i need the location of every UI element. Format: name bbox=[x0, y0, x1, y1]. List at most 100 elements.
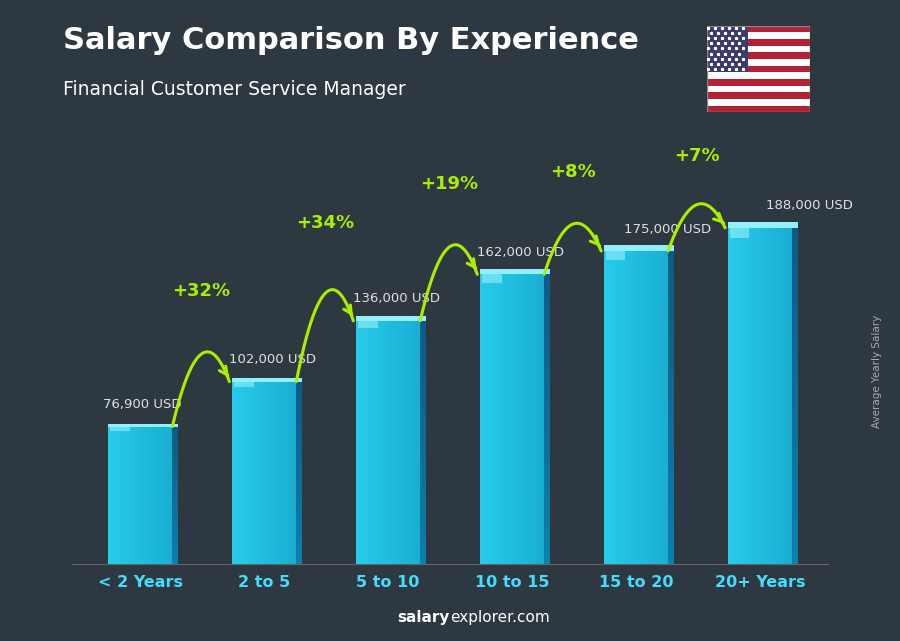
Bar bbox=[544, 463, 550, 467]
Bar bbox=[544, 467, 550, 472]
Bar bbox=[409, 320, 410, 564]
Bar bbox=[544, 294, 550, 299]
Bar bbox=[544, 279, 550, 284]
Bar bbox=[624, 251, 625, 564]
Text: salary: salary bbox=[398, 610, 450, 625]
Bar bbox=[420, 426, 426, 430]
Bar bbox=[420, 418, 426, 422]
Bar bbox=[792, 429, 797, 435]
Bar bbox=[173, 507, 178, 509]
Bar bbox=[668, 476, 674, 481]
Bar bbox=[296, 500, 302, 503]
Bar bbox=[233, 381, 234, 564]
Bar bbox=[749, 228, 751, 564]
Bar bbox=[168, 426, 169, 564]
Bar bbox=[792, 536, 797, 542]
Bar bbox=[668, 413, 674, 418]
Bar bbox=[273, 381, 274, 564]
Bar bbox=[792, 441, 797, 446]
Bar bbox=[358, 320, 359, 564]
Bar bbox=[280, 381, 282, 564]
Bar bbox=[165, 426, 166, 564]
Bar bbox=[523, 274, 524, 564]
Bar bbox=[518, 274, 519, 564]
Bar bbox=[668, 272, 674, 277]
Bar bbox=[769, 228, 770, 564]
Bar bbox=[296, 503, 302, 506]
Bar bbox=[420, 329, 426, 333]
Bar bbox=[736, 228, 737, 564]
Bar bbox=[173, 497, 178, 500]
Bar bbox=[121, 426, 122, 564]
Bar bbox=[232, 378, 302, 381]
Bar bbox=[420, 556, 426, 560]
Bar bbox=[786, 228, 787, 564]
Bar bbox=[135, 426, 136, 564]
Bar bbox=[173, 472, 178, 475]
Bar bbox=[114, 426, 115, 564]
Bar bbox=[173, 525, 178, 528]
Bar bbox=[792, 345, 797, 351]
Bar bbox=[158, 426, 159, 564]
Text: +8%: +8% bbox=[550, 163, 596, 181]
Bar bbox=[173, 493, 178, 495]
Bar bbox=[257, 381, 258, 564]
Bar bbox=[295, 381, 296, 564]
Bar bbox=[544, 434, 550, 438]
Bar bbox=[792, 267, 797, 272]
Bar bbox=[706, 32, 810, 39]
Bar bbox=[131, 426, 132, 564]
Bar bbox=[108, 424, 178, 426]
Bar bbox=[413, 320, 414, 564]
Text: +32%: +32% bbox=[172, 282, 230, 300]
Bar bbox=[780, 228, 781, 564]
Bar bbox=[544, 545, 550, 549]
Bar bbox=[244, 381, 245, 564]
Bar bbox=[148, 426, 149, 564]
Bar bbox=[792, 547, 797, 553]
Bar bbox=[173, 535, 178, 537]
Bar bbox=[169, 426, 170, 564]
Bar bbox=[400, 320, 402, 564]
Bar bbox=[668, 538, 674, 543]
Bar bbox=[544, 492, 550, 497]
Bar bbox=[668, 324, 674, 329]
Bar bbox=[173, 500, 178, 502]
Bar bbox=[480, 269, 550, 274]
Bar bbox=[267, 381, 268, 564]
Bar bbox=[110, 426, 112, 564]
Bar bbox=[420, 365, 426, 369]
Bar bbox=[544, 404, 550, 410]
Bar bbox=[544, 322, 550, 328]
Bar bbox=[282, 381, 283, 564]
Bar bbox=[296, 552, 302, 555]
Bar bbox=[544, 318, 550, 322]
Bar bbox=[272, 381, 273, 564]
Bar bbox=[132, 426, 134, 564]
Bar bbox=[642, 251, 643, 564]
Bar bbox=[285, 381, 287, 564]
Bar bbox=[668, 251, 674, 256]
Bar bbox=[790, 228, 791, 564]
Bar bbox=[792, 491, 797, 497]
Bar bbox=[296, 463, 302, 467]
Bar bbox=[792, 284, 797, 290]
Bar bbox=[173, 513, 178, 516]
Bar bbox=[241, 381, 243, 564]
Bar bbox=[668, 449, 674, 454]
Bar bbox=[377, 320, 378, 564]
Bar bbox=[492, 274, 494, 564]
Bar bbox=[792, 239, 797, 245]
Bar bbox=[504, 274, 506, 564]
Bar bbox=[418, 320, 419, 564]
Bar bbox=[296, 391, 302, 394]
Bar bbox=[420, 357, 426, 362]
Bar bbox=[392, 320, 393, 564]
Bar bbox=[500, 274, 501, 564]
Bar bbox=[626, 251, 627, 564]
Bar bbox=[363, 320, 364, 564]
Bar bbox=[155, 426, 157, 564]
Bar bbox=[629, 251, 631, 564]
Bar bbox=[420, 454, 426, 459]
Bar bbox=[173, 504, 178, 507]
